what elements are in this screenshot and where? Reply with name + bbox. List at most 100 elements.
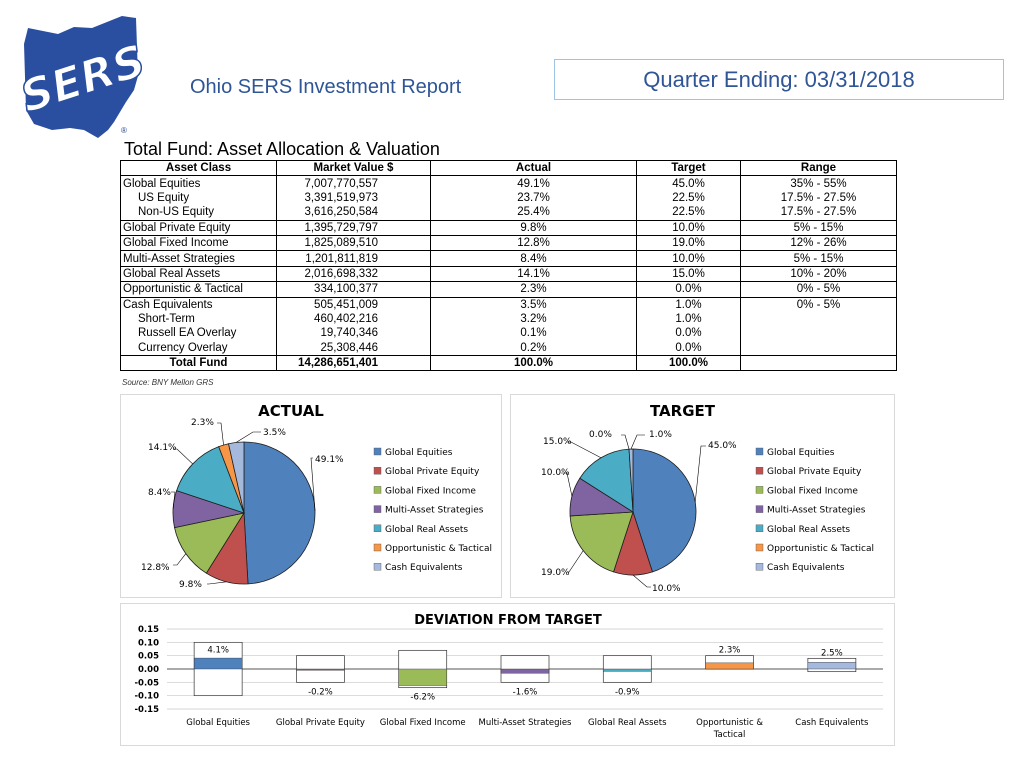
range-cell <box>740 326 897 341</box>
asset-class-cell: Opportunistic & Tactical <box>120 281 277 298</box>
legend-swatch <box>373 505 382 513</box>
range-cell: 5% - 15% <box>740 219 897 236</box>
range-cell <box>740 311 897 327</box>
market-value-cell: 25,308,446 <box>276 340 431 356</box>
leader-line <box>236 431 261 443</box>
market-value-cell: 3,616,250,584 <box>276 205 431 221</box>
target-cell: 22.5% <box>636 205 741 221</box>
target-cell: 1.0% <box>636 296 741 312</box>
allocation-table: Asset Class Market Value $ Actual Target… <box>120 159 897 372</box>
legend-swatch <box>373 562 382 571</box>
range-cell: 0% - 5% <box>740 281 897 298</box>
asset-class-cell: Cash Equivalents <box>120 296 277 312</box>
actual-cell: 9.8% <box>430 219 637 236</box>
table-row: Short-Term 460,402,216 3.2% 1.0% <box>120 311 897 327</box>
legend-label: Global Equities <box>385 448 453 458</box>
target-cell: 45.0% <box>636 175 741 191</box>
actual-cell: 3.5% <box>430 296 637 312</box>
y-tick-label: -0.10 <box>135 692 160 702</box>
table-row: Global Real Assets 2,016,698,332 14.1% 15.0… <box>120 265 897 282</box>
actual-cell: 25.4% <box>430 205 637 221</box>
target-cell: 0.0% <box>636 340 741 356</box>
deviation-bar <box>193 657 243 670</box>
legend-label: Cash Equivalents <box>767 563 845 573</box>
y-tick-label: 0.00 <box>138 665 159 675</box>
pie-slice <box>243 441 316 585</box>
chart-title: DEVIATION FROM TARGET <box>414 613 602 628</box>
category-label: Opportunistic & Tactical <box>696 718 763 740</box>
total-label-cell: Total Fund <box>120 355 277 372</box>
actual-cell: 0.1% <box>430 326 637 341</box>
data-label: -1.6% <box>513 687 538 697</box>
leader-line <box>217 422 224 446</box>
leader-line <box>567 550 584 573</box>
market-value-cell: 7,007,770,557 <box>276 175 431 191</box>
actual-cell: 2.3% <box>430 281 637 298</box>
legend-label: Multi-Asset Strategies <box>767 506 866 516</box>
y-tick-label: -0.15 <box>135 705 160 715</box>
total-actual-cell: 100.0% <box>430 355 637 372</box>
pie-slice <box>628 448 634 513</box>
data-label: 45.0% <box>708 441 737 451</box>
market-value-cell: 3,391,519,973 <box>276 190 431 206</box>
y-tick-label: 0.10 <box>138 638 159 648</box>
table-row: Multi-Asset Strategies 1,201,811,819 8.4% 1… <box>120 250 897 267</box>
legend-swatch <box>373 466 382 475</box>
market-value-cell: 2,016,698,332 <box>276 265 431 282</box>
pie-slice <box>176 446 245 514</box>
asset-class-cell: Non-US Equity <box>120 205 277 221</box>
actual-cell: 23.7% <box>430 190 637 206</box>
legend-label: Multi-Asset Strategies <box>385 506 484 516</box>
asset-class-cell: US Equity <box>120 190 277 206</box>
legend-label: Global Fixed Income <box>385 486 476 496</box>
legend-swatch <box>373 524 382 533</box>
actual-cell: 12.8% <box>430 234 637 251</box>
pie-slice <box>174 512 245 574</box>
table-row: Cash Equivalents 505,451,009 3.5% 1.0% 0% - … <box>120 296 897 312</box>
deviation-bar <box>603 668 652 672</box>
asset-class-cell: Short-Term <box>120 311 277 327</box>
legend-swatch <box>373 486 382 494</box>
actual-pie-chart: ACTUAL 49.1% 9.8% 12.8% 8.4% 14.1% 2.3% 3.5% Glo… <box>141 402 492 590</box>
data-label: 19.0% <box>541 568 570 578</box>
deviation-panel: DEVIATION FROM TARGET 0.15 0.10 0.05 0.00 -0.… <box>120 603 895 746</box>
actual-cell: 0.2% <box>430 340 637 356</box>
data-label: 10.0% <box>652 584 681 594</box>
deviation-bar <box>807 662 857 670</box>
legend-swatch <box>755 447 764 456</box>
table-row: Non-US Equity 3,616,250,584 25.4% 22.5% 17.5… <box>120 205 897 221</box>
leader-line <box>621 434 630 450</box>
actual-cell: 8.4% <box>430 250 637 267</box>
col-header: Asset Class <box>120 159 277 177</box>
data-label: 2.3% <box>191 418 214 428</box>
leader-line <box>630 434 645 450</box>
target-cell: 22.5% <box>636 190 741 206</box>
asset-class-cell: Currency Overlay <box>120 340 277 356</box>
legend-label: Global Equities <box>767 448 835 458</box>
market-value-cell: 334,100,377 <box>276 281 431 298</box>
table-row: Currency Overlay 25,308,446 0.2% 0.0% <box>120 340 897 356</box>
range-cell <box>740 340 897 356</box>
leader-line <box>632 574 651 588</box>
target-cell: 1.0% <box>636 311 741 327</box>
col-header: Range <box>740 159 897 177</box>
target-cell: 10.0% <box>636 219 741 236</box>
market-value-cell: 1,395,729,797 <box>276 219 431 236</box>
data-label: 3.5% <box>263 428 286 438</box>
market-value-cell: 505,451,009 <box>276 296 431 312</box>
data-label: 1.0% <box>649 430 672 440</box>
table-row: Opportunistic & Tactical 334,100,377 2.3% 0… <box>120 281 897 298</box>
leader-line <box>171 491 176 510</box>
col-header: Target <box>636 159 741 177</box>
asset-class-cell: Russell EA Overlay <box>120 326 277 341</box>
target-cell: 15.0% <box>636 265 741 282</box>
target-cell: 0.0% <box>636 281 741 298</box>
data-label: 12.8% <box>141 563 170 573</box>
legend-label: Global Real Assets <box>385 525 468 535</box>
legend-swatch <box>755 562 764 571</box>
market-value-cell: 19,740,346 <box>276 326 431 341</box>
range-cell: 0% - 5% <box>740 296 897 312</box>
deviation-bar-chart: DEVIATION FROM TARGET 0.15 0.10 0.05 0.00 -0.… <box>135 613 883 740</box>
legend-label: Global Private Equity <box>385 467 480 477</box>
y-tick-label: 0.05 <box>138 652 159 662</box>
